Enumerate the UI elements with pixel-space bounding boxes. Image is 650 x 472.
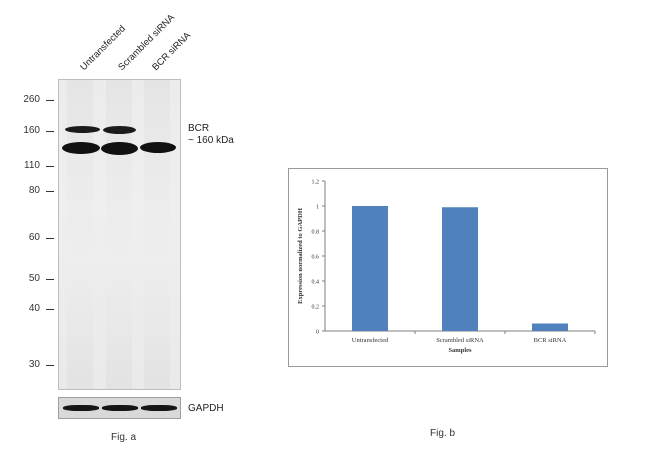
mw-tick xyxy=(46,365,54,366)
lane-streak xyxy=(144,80,170,389)
gapdh-band-bcr-sirna xyxy=(141,405,177,411)
bar-chart-frame: 0 0.2 0.4 0.6 0.8 1 1.2 Untransfected Scrambled … xyxy=(288,168,608,367)
y-tick-label: 0.4 xyxy=(312,280,320,286)
gapdh-band-scrambled-sirna xyxy=(102,405,138,411)
y-tick-label: 0.6 xyxy=(312,255,320,261)
mw-tick xyxy=(46,238,54,239)
mw-tick xyxy=(46,309,54,310)
y-tick-label: 0 xyxy=(316,330,319,336)
x-tick-label: BCR siRNA xyxy=(534,337,567,344)
lower-band-untransfected xyxy=(62,142,100,154)
figure-caption-a: Fig. a xyxy=(111,432,137,443)
y-tick-label: 0.2 xyxy=(312,305,320,311)
gapdh-band-untransfected xyxy=(63,405,99,411)
bar-untransfected xyxy=(352,206,388,331)
bar-scrambled-sirna xyxy=(442,207,478,331)
mw-marker-30: 30 xyxy=(28,359,40,370)
x-tick-label: Scrambled siRNA xyxy=(436,337,484,344)
bar-chart: 0 0.2 0.4 0.6 0.8 1 1.2 Untransfected Scrambled … xyxy=(297,180,596,354)
blot-membrane xyxy=(58,79,181,390)
bcr-band-scrambled-sirna xyxy=(103,126,136,134)
mw-marker-60: 60 xyxy=(28,232,40,243)
mw-marker-160: 160 xyxy=(23,125,40,136)
loading-control-label: GAPDH xyxy=(188,403,224,414)
y-tick-label: 0.8 xyxy=(312,230,320,236)
bar-bcr-sirna xyxy=(532,323,568,331)
target-protein-label: BCR xyxy=(188,123,210,134)
mw-marker-50: 50 xyxy=(28,273,40,284)
mw-tick xyxy=(46,191,54,192)
gapdh-blot-strip xyxy=(58,397,181,419)
mw-tick xyxy=(46,279,54,280)
y-tick-label: 1 xyxy=(316,205,319,211)
y-axis-title: Expression normalized to GAPDH xyxy=(297,208,304,304)
mw-marker-110: 110 xyxy=(24,160,40,171)
mw-marker-260: 260 xyxy=(23,94,40,105)
lower-band-bcr-sirna xyxy=(140,142,176,153)
lower-band-scrambled-sirna xyxy=(101,142,138,155)
lane-label-scrambled-sirna: Scrambled siRNA xyxy=(116,12,178,73)
mw-tick xyxy=(46,166,54,167)
y-tick-label: 1.2 xyxy=(312,180,320,186)
mw-tick xyxy=(46,131,54,132)
mw-marker-40: 40 xyxy=(28,303,40,314)
figure-caption-b: Fig. b xyxy=(430,428,456,439)
x-axis-title: Samples xyxy=(448,347,472,354)
target-size-label: ~ 160 kDa xyxy=(188,135,234,146)
x-tick-label: Untransfected xyxy=(352,337,389,344)
bcr-band-untransfected xyxy=(65,126,100,133)
mw-marker-80: 80 xyxy=(28,185,40,196)
mw-tick xyxy=(46,100,54,101)
